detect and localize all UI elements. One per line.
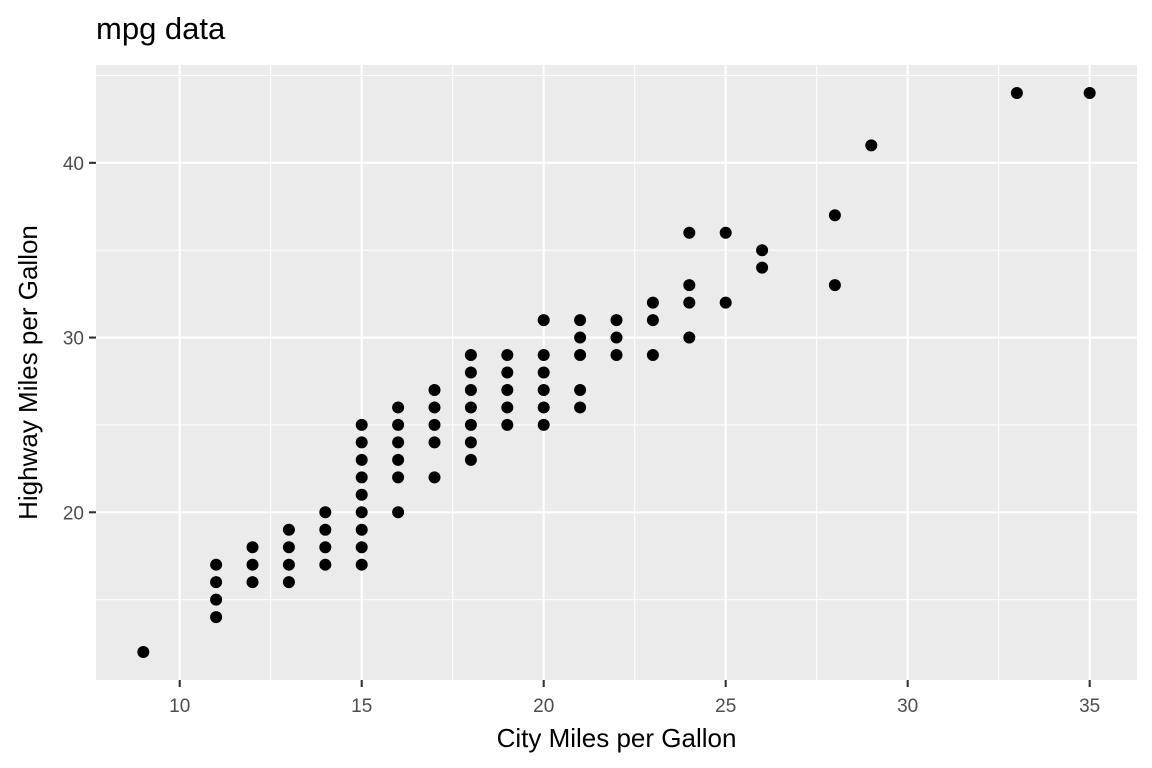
data-point (319, 523, 332, 536)
data-point (610, 349, 623, 362)
x-tick-label: 20 (533, 696, 554, 717)
data-point (719, 296, 732, 309)
plot-panel (96, 65, 1137, 680)
data-point (683, 331, 696, 344)
data-point (355, 453, 368, 466)
data-point (282, 541, 295, 554)
data-point (719, 226, 732, 239)
data-point (610, 331, 623, 344)
data-point (355, 471, 368, 484)
data-point (428, 436, 441, 449)
data-point (428, 383, 441, 396)
data-point (574, 314, 587, 327)
data-point (537, 401, 550, 414)
data-point (646, 349, 659, 362)
data-point (574, 349, 587, 362)
data-points (137, 86, 1096, 659)
data-point (392, 506, 405, 519)
data-point (355, 488, 368, 501)
data-point (428, 418, 441, 431)
data-point (282, 558, 295, 571)
y-tick-label: 20 (63, 503, 84, 524)
y-tick-label: 40 (63, 154, 84, 175)
data-point (392, 471, 405, 484)
data-point (319, 558, 332, 571)
y-axis-title: Highway Miles per Gallon (13, 225, 43, 520)
data-point (683, 279, 696, 292)
data-point (1083, 86, 1096, 99)
data-point (683, 226, 696, 239)
data-point (756, 261, 769, 274)
x-tick-label: 30 (897, 696, 918, 717)
data-point (319, 506, 332, 519)
y-axis: 20 30 40 (63, 154, 96, 524)
data-point (210, 593, 223, 606)
data-point (574, 383, 587, 396)
data-point (464, 436, 477, 449)
data-point (464, 383, 477, 396)
data-point (1010, 86, 1023, 99)
data-point (282, 523, 295, 536)
data-point (828, 209, 841, 222)
data-point (319, 541, 332, 554)
data-point (464, 453, 477, 466)
data-point (210, 611, 223, 624)
data-point (756, 244, 769, 257)
x-tick-label: 35 (1079, 696, 1100, 717)
data-point (501, 383, 514, 396)
data-point (392, 453, 405, 466)
data-point (464, 401, 477, 414)
data-point (246, 576, 259, 589)
data-point (246, 541, 259, 554)
data-point (210, 576, 223, 589)
chart-title: mpg data (96, 11, 226, 46)
data-point (537, 349, 550, 362)
data-point (355, 506, 368, 519)
data-point (828, 279, 841, 292)
x-tick-label: 25 (715, 696, 736, 717)
data-point (428, 401, 441, 414)
data-point (501, 366, 514, 379)
data-point (355, 418, 368, 431)
data-point (610, 314, 623, 327)
data-point (392, 401, 405, 414)
data-point (646, 296, 659, 309)
data-point (464, 418, 477, 431)
data-point (137, 646, 150, 659)
data-point (464, 366, 477, 379)
data-point (355, 558, 368, 571)
minor-gridlines (96, 65, 1137, 680)
data-point (355, 541, 368, 554)
data-point (501, 401, 514, 414)
major-gridlines (96, 65, 1137, 680)
y-tick-label: 30 (63, 329, 84, 350)
data-point (683, 296, 696, 309)
data-point (246, 558, 259, 571)
data-point (501, 418, 514, 431)
data-point (501, 349, 514, 362)
data-point (428, 471, 441, 484)
data-point (210, 558, 223, 571)
data-point (537, 366, 550, 379)
data-point (537, 418, 550, 431)
data-point (355, 523, 368, 536)
data-point (865, 139, 878, 152)
data-point (574, 401, 587, 414)
data-point (574, 331, 587, 344)
data-point (392, 436, 405, 449)
x-tick-label: 15 (351, 696, 372, 717)
data-point (537, 314, 550, 327)
data-point (537, 383, 550, 396)
data-point (464, 349, 477, 362)
data-point (392, 418, 405, 431)
x-tick-label: 10 (169, 696, 190, 717)
data-point (355, 436, 368, 449)
x-axis: 10 15 20 25 30 35 (169, 680, 1100, 717)
x-axis-title: City Miles per Gallon (497, 723, 737, 753)
data-point (646, 314, 659, 327)
data-point (282, 576, 295, 589)
